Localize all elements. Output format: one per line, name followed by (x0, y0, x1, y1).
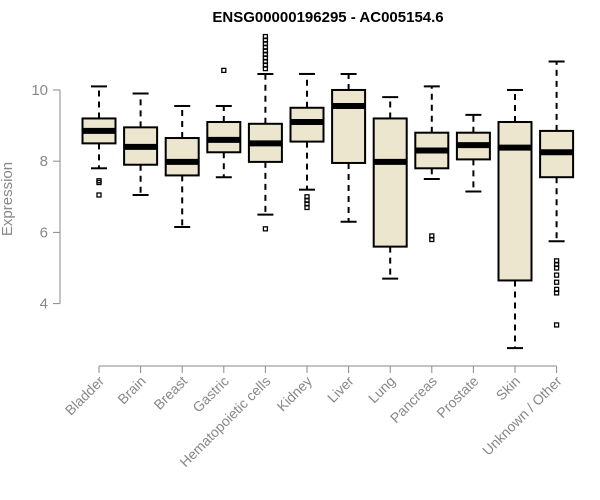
box-group-bladder (81, 85, 117, 198)
x-tick-label: Breast (150, 373, 190, 413)
iqr-box (331, 88, 367, 164)
outlier-point (553, 322, 560, 328)
outlier-point (96, 192, 102, 198)
x-tick-label: Kidney (274, 373, 316, 415)
x-tick-label: Prostate (433, 373, 481, 421)
outlier-point (262, 33, 269, 40)
box-group-pancreas (414, 85, 450, 243)
iqr-box (164, 137, 200, 177)
boxes-layer (81, 33, 575, 350)
outlier-point (429, 236, 435, 243)
box-group-kidney (289, 72, 325, 211)
outlier-point (553, 290, 560, 296)
box-group-liver (331, 72, 367, 223)
box-group-brain (123, 92, 159, 196)
outlier-point (304, 204, 310, 211)
x-tick-label: Skin (493, 373, 524, 404)
x-tick-label: Brain (114, 373, 148, 407)
y-tick-label: 4 (40, 296, 48, 313)
box-group-skin (497, 88, 533, 350)
outlier-point (221, 67, 227, 74)
x-tick-label: Lung (365, 373, 398, 406)
x-tick-label: Bladder (62, 373, 108, 419)
outlier-point (553, 272, 560, 278)
box-group-prostate (455, 113, 491, 193)
outlier-point (96, 179, 102, 186)
box-group-gastric (206, 67, 242, 179)
box-group-unknown-other (539, 60, 575, 328)
box-group-hematopoietic-cells (247, 33, 283, 232)
y-tick-label: 10 (31, 82, 48, 99)
iqr-box (372, 117, 408, 248)
y-tick-label: 8 (40, 153, 48, 170)
chart-title: ENSG00000196295 - AC005154.6 (212, 9, 443, 26)
outlier-point (262, 226, 269, 232)
y-tick-label: 6 (40, 224, 48, 241)
box-group-breast (164, 104, 200, 229)
x-tick-label: Liver (324, 373, 357, 406)
y-axis-label: Expression (0, 162, 16, 236)
outlier-point (553, 279, 560, 285)
box-group-lung (372, 96, 408, 280)
outlier-point (553, 265, 560, 271)
x-tick-label: Unknown / Other (479, 373, 565, 459)
y-axis: 4 6 8 10 (31, 82, 61, 313)
